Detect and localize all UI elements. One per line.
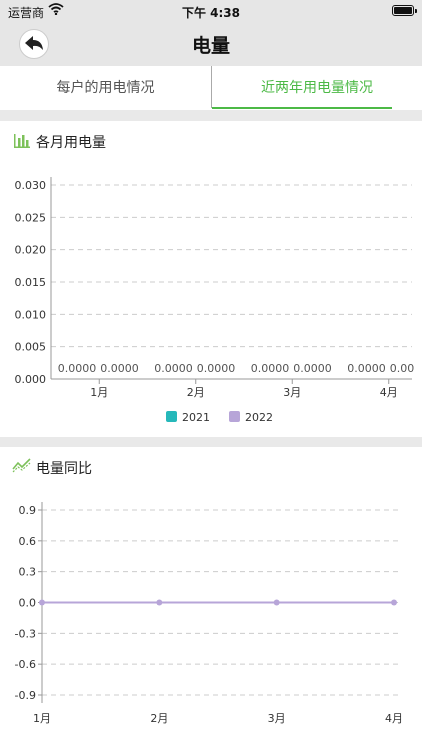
y-tick-label: 0.3 [19,566,37,579]
yoy-usage-title: 电量同比 [36,461,92,477]
y-tick-label: -0.3 [15,627,36,640]
x-tick-label: 1月 [90,386,108,399]
bar-chart-icon [14,133,30,152]
monthly-usage-chart: 0.000 0.005 0.010 0.015 0.020 0.025 0.030 1月 0.0… [15,177,415,424]
x-tick-label: 2月 [150,712,168,725]
y-tick-label: 0.000 [15,373,47,386]
data-point [391,599,397,606]
y-tick-label: 0.005 [15,341,47,354]
wifi-icon [48,3,64,18]
carrier-label: 运营商 [8,6,45,20]
y-tick-label: 0.6 [19,535,37,548]
section-divider [0,437,422,447]
status-time: 下午 4:38 [181,6,241,20]
legend-swatch [166,411,177,422]
x-tick-label: 3月 [268,712,286,725]
y-tick-label: 0.030 [15,179,47,192]
data-label: 0.0000 [100,362,139,375]
tab-two-year-usage[interactable]: 近两年用电量情况 [211,66,422,108]
data-label: 0.0000 [58,362,97,375]
section-divider [0,110,422,121]
data-label: 0.0000 [197,362,236,375]
tab-bar: 每户的用电情况 近两年用电量情况 [0,66,422,110]
y-tick-label: 0.025 [15,211,47,224]
x-tick-label: 3月 [283,386,301,399]
battery-icon [392,5,417,16]
data-label: 0.0000 [293,362,332,375]
active-tab-indicator [212,107,392,109]
data-label: 0.0000 [251,362,290,375]
data-label: 0.00 [390,362,415,375]
y-tick-label: 0.0 [19,597,37,610]
y-tick-label: 0.9 [19,504,37,517]
legend-swatch [229,411,240,422]
x-tick-label: 2月 [187,386,205,399]
y-tick-label: 0.020 [15,244,47,257]
y-tick-label: -0.6 [15,658,36,671]
navigation-bar: 电量 [0,22,422,66]
y-tick-label: 0.010 [15,308,47,321]
x-tick-label: 4月 [385,712,403,725]
line-chart-icon [12,457,32,477]
data-label: 0.0000 [347,362,386,375]
data-point [39,599,45,606]
back-arrow-icon [25,36,43,50]
legend-label: 2022 [245,411,273,424]
data-point [156,599,163,606]
y-tick-label: -0.9 [15,689,36,702]
tab-household-usage[interactable]: 每户的用电情况 [56,80,155,96]
back-button[interactable] [19,29,49,59]
status-bar: 运营商 下午 4:38 [0,0,422,22]
data-point [273,599,280,606]
x-tick-label: 4月 [380,386,398,399]
yoy-usage-chart: 0.9 0.6 0.3 0.0 -0.3 -0.6 -0.9 1月 2月 3月 4月 [15,502,403,725]
y-tick-label: 0.015 [15,276,47,289]
x-tick-label: 1月 [33,712,51,725]
legend-label: 2021 [182,411,210,424]
page-title: 电量 [191,35,230,57]
data-label: 0.0000 [154,362,193,375]
monthly-usage-title: 各月用电量 [36,135,106,151]
